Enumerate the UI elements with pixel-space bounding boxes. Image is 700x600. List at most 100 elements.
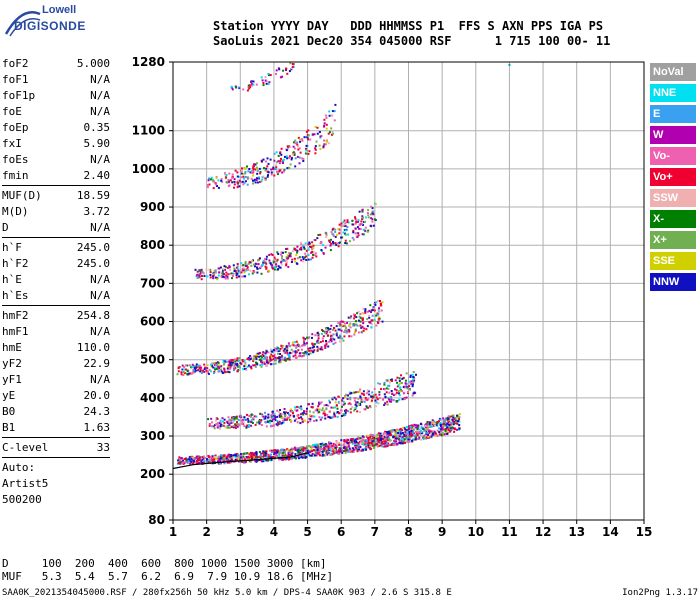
ionogram-echo	[206, 367, 209, 370]
ionogram-echo	[356, 236, 359, 238]
ionogram-echo	[328, 453, 331, 456]
ionogram-echo	[302, 260, 305, 263]
ionogram-echo	[378, 309, 381, 312]
ionogram-echo	[220, 365, 223, 368]
digisonde-logo: Lowell DIGISONDE	[2, 4, 85, 44]
ionogram-echo	[284, 449, 287, 452]
ionogram-echo	[262, 82, 265, 84]
ionogram-echo	[331, 133, 333, 136]
ionogram-echo	[357, 232, 360, 235]
ionogram-echo	[294, 354, 297, 357]
ionogram-echo	[208, 424, 211, 427]
param-name: foEs	[2, 153, 29, 166]
ionogram-echo	[252, 364, 255, 367]
ionogram-echo	[287, 352, 290, 355]
logo-line2: DIGISONDE	[14, 19, 86, 33]
ionogram-echo	[275, 263, 278, 266]
ionogram-echo	[228, 184, 231, 187]
ionogram-echo	[226, 458, 229, 461]
ionogram-echo	[315, 419, 318, 422]
ionogram-echo	[211, 179, 214, 182]
ionogram-echo	[329, 249, 332, 252]
ionogram-echo	[180, 371, 183, 374]
ionogram-echo	[329, 401, 331, 404]
ionogram-echo	[251, 272, 254, 275]
ionogram-echo	[285, 411, 288, 414]
ionogram-echo	[273, 453, 276, 456]
ionogram-echo	[323, 443, 326, 446]
ionogram-echo	[404, 382, 407, 385]
ionogram-echo	[207, 461, 210, 463]
ionogram-echo	[329, 448, 332, 450]
ionogram-echo	[271, 451, 274, 453]
ionogram-echo	[326, 414, 329, 416]
ionogram-echo	[314, 152, 317, 155]
ionogram-echo	[293, 446, 296, 449]
ionogram-echo	[274, 258, 277, 261]
param-value: 1.63	[83, 421, 111, 434]
ionogram-echo	[302, 245, 305, 248]
ionogram-echo	[393, 430, 396, 433]
ionogram-echo	[332, 442, 335, 445]
ionogram-echo	[237, 419, 240, 422]
ionogram-echo	[250, 264, 253, 267]
ionogram-echo	[384, 433, 387, 436]
legend-item: X+	[650, 231, 696, 249]
ionogram-echo	[280, 253, 282, 256]
ionogram-echo	[370, 311, 372, 313]
ionogram-echo	[309, 246, 311, 248]
ionogram-echo	[300, 247, 303, 249]
ionogram-echo	[317, 335, 320, 338]
ionogram-echo	[457, 420, 459, 423]
ionogram-echo	[330, 448, 333, 451]
ionogram-echo	[344, 447, 347, 450]
ionogram-echo	[398, 377, 401, 380]
ionogram-echo	[367, 209, 370, 212]
ionogram-echo	[368, 393, 371, 396]
ionogram-echo	[241, 452, 244, 455]
ionogram-echo	[325, 447, 328, 450]
ionogram-echo	[274, 347, 277, 350]
ionogram-echo	[348, 402, 351, 405]
ionogram-echo	[240, 416, 243, 419]
ionogram-echo	[258, 167, 261, 170]
ionogram-echo	[226, 367, 229, 370]
ionogram-echo	[281, 259, 284, 262]
ionogram-echo	[309, 414, 311, 417]
ionogram-echo	[255, 357, 258, 360]
ionogram-echo	[359, 411, 361, 414]
ionogram-echo	[302, 352, 304, 354]
ionogram-echo	[442, 417, 445, 420]
ionogram-echo	[321, 333, 323, 335]
ionogram-echo	[457, 418, 460, 421]
ionogram-echo	[411, 439, 413, 442]
ionogram-echo	[297, 452, 300, 455]
ionogram-echo	[250, 367, 253, 370]
ionogram-echo	[236, 425, 239, 428]
ionogram-echo	[413, 435, 416, 438]
ionogram-echo	[305, 445, 308, 448]
ionogram-echo	[353, 317, 356, 320]
ionogram-echo	[298, 355, 300, 358]
ionogram-echo	[303, 354, 306, 357]
ionogram-echo	[269, 357, 272, 360]
ionogram-echo	[190, 458, 193, 461]
ionogram-echo	[411, 373, 414, 376]
ionogram-echo	[427, 428, 430, 431]
ionogram-echo	[408, 427, 411, 430]
ionogram-echo	[226, 426, 229, 429]
ionogram-echo	[262, 175, 265, 178]
ionogram-echo	[367, 390, 370, 393]
ionogram-echo	[243, 365, 246, 368]
ionogram-echo	[326, 140, 329, 143]
polarization-legend: NoVal NNE E W Vo- Vo+ SSW X- X+ SSE NNW	[650, 63, 696, 294]
ionogram-echo	[359, 403, 361, 406]
ionogram-echo	[300, 416, 303, 419]
ionogram-echo	[357, 220, 360, 223]
ionogram-echo	[186, 370, 189, 372]
ionogram-echo	[323, 404, 326, 407]
profile-line	[172, 452, 308, 470]
ionogram-echo	[269, 425, 272, 428]
ionogram-echo	[236, 459, 239, 462]
ionogram-echo	[340, 329, 343, 332]
